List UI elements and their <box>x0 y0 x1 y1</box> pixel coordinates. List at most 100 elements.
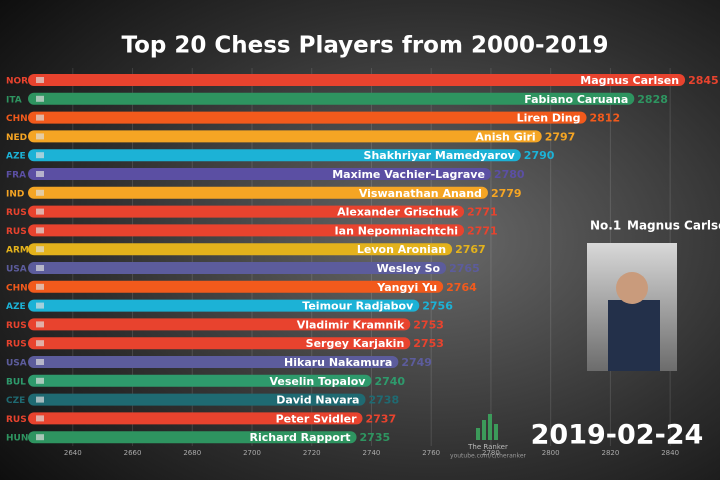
bar-label: Shakhriyar Mamedyarov <box>364 149 516 162</box>
x-tick-label: 2780 <box>482 449 500 457</box>
logo-bar <box>476 428 480 440</box>
leader-rank: No.1 <box>590 219 621 233</box>
x-tick-label: 2680 <box>183 449 201 457</box>
leader-name: Magnus Carlsen <box>627 219 720 233</box>
country-label: NOR <box>6 77 28 87</box>
value-label: 2740 <box>374 375 405 388</box>
x-tick-label: 2700 <box>243 449 261 457</box>
value-label: 2749 <box>401 356 432 369</box>
flag <box>36 171 44 177</box>
brand: The Ranker <box>467 443 508 451</box>
country-label: USA <box>6 265 27 275</box>
country-label: BUL <box>6 377 26 387</box>
x-tick-label: 2740 <box>363 449 381 457</box>
bar <box>28 149 521 162</box>
x-tick-label: 2800 <box>542 449 560 457</box>
bar <box>28 299 420 312</box>
value-label: 2845 <box>688 74 719 87</box>
value-label: 2738 <box>368 394 399 407</box>
x-tick-label: 2820 <box>601 449 619 457</box>
flag <box>36 208 44 215</box>
logo-bar <box>494 424 498 440</box>
bar <box>28 243 453 256</box>
flag <box>36 415 44 422</box>
bar-label: Fabiano Caruana <box>524 93 628 106</box>
bar-label: Veselin Topalov <box>269 375 366 388</box>
country-label: CHN <box>6 114 28 124</box>
country-label: RUS <box>6 415 27 425</box>
bar <box>28 130 542 143</box>
bar-label: Maxime Vachier-Lagrave <box>332 168 485 181</box>
value-label: 2812 <box>590 112 621 125</box>
flag <box>36 302 44 309</box>
bar <box>28 318 411 331</box>
flag <box>36 434 44 441</box>
x-tick-label: 2840 <box>661 449 679 457</box>
value-label: 2737 <box>366 412 397 425</box>
x-tick-label: 2660 <box>124 449 142 457</box>
bar <box>28 111 587 124</box>
flag <box>36 189 44 196</box>
bar <box>28 337 411 350</box>
value-label: 2735 <box>360 431 391 444</box>
flag <box>36 321 44 328</box>
country-label: ARM <box>6 246 29 256</box>
bar <box>28 412 363 425</box>
brand-logo <box>476 414 498 440</box>
bar <box>28 92 635 105</box>
value-label: 2779 <box>491 187 522 200</box>
country-label: FRA <box>6 171 26 181</box>
bar <box>28 431 357 444</box>
bar <box>28 224 465 237</box>
bar <box>28 374 372 387</box>
brand-url: youtube.com/c/theranker <box>450 453 526 460</box>
flag <box>36 396 44 403</box>
value-label: 2753 <box>413 337 444 350</box>
x-tick-label: 2640 <box>64 449 82 457</box>
value-label: 2797 <box>545 130 576 143</box>
flag <box>36 246 44 253</box>
flag <box>36 340 44 347</box>
flag <box>36 265 44 271</box>
country-label: CZE <box>6 396 25 406</box>
value-label: 2771 <box>467 224 498 237</box>
leader-photo-figure <box>608 300 660 371</box>
chart-title: Top 20 Chess Players from 2000-2019 <box>121 33 608 59</box>
country-label: AZE <box>6 152 26 162</box>
bar-label: Peter Svidler <box>276 412 357 425</box>
value-label: 2767 <box>455 243 486 256</box>
flag <box>36 283 44 290</box>
logo-bar <box>482 420 486 440</box>
country-label: RUS <box>6 227 27 237</box>
flag <box>36 114 44 121</box>
flag <box>36 227 44 234</box>
date-label: 2019-02-24 <box>531 420 704 451</box>
value-label: 2780 <box>494 168 525 181</box>
bar <box>28 74 686 86</box>
bar <box>28 356 399 368</box>
bar <box>28 280 444 293</box>
bar <box>28 186 488 199</box>
bar-label: Magnus Carlsen <box>580 74 679 87</box>
bar <box>28 205 465 218</box>
country-label: CHN <box>6 283 28 293</box>
value-label: 2764 <box>446 281 477 294</box>
value-label: 2828 <box>637 93 668 106</box>
country-label: USA <box>6 359 27 369</box>
value-label: 2765 <box>449 262 480 275</box>
bar-label: Ian Nepomniachtchi <box>335 224 459 237</box>
bar-label: Richard Rapport <box>250 431 351 444</box>
x-tick-label: 2760 <box>422 449 440 457</box>
country-label: RUS <box>6 321 27 331</box>
bar-label: Anish Giri <box>475 130 535 143</box>
country-label: AZE <box>6 302 26 312</box>
bar-label: Vladimir Kramnik <box>297 318 405 331</box>
bar-label: Alexander Grischuk <box>337 206 459 219</box>
bar-label: Viswanathan Anand <box>359 187 482 200</box>
bar-label: Hikaru Nakamura <box>284 356 392 369</box>
value-label: 2771 <box>467 206 498 219</box>
bar-label: Teimour Radjabov <box>302 300 414 313</box>
bar-label: Wesley So <box>377 262 441 275</box>
